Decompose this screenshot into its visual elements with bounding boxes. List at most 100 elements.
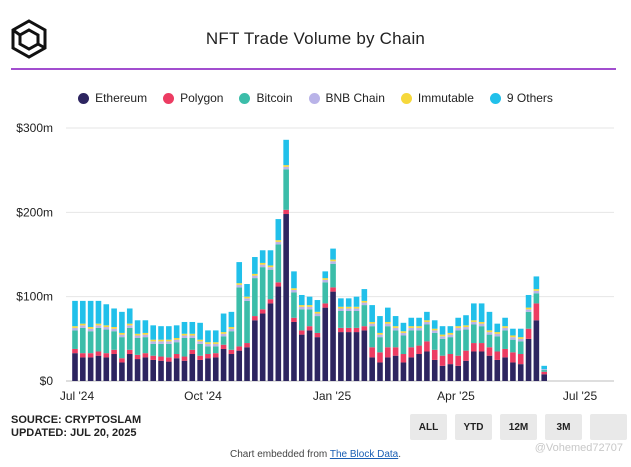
bar-segment-ethereum[interactable]: [447, 364, 454, 381]
bar-segment-immutable[interactable]: [181, 333, 188, 336]
bar-segment-immutable[interactable]: [150, 339, 156, 342]
bar-segment-9-others[interactable]: [259, 250, 266, 263]
bar-segment-polygon[interactable]: [150, 355, 156, 360]
bar-segment-ethereum[interactable]: [119, 362, 125, 381]
bar-segment-bnb-chain[interactable]: [205, 343, 211, 347]
bar-segment-ethereum[interactable]: [150, 359, 156, 381]
bar-segment-bnb-chain[interactable]: [408, 327, 415, 331]
bar-segment-bitcoin[interactable]: [510, 339, 516, 353]
bar-segment-ethereum[interactable]: [471, 351, 477, 381]
bar-segment-bitcoin[interactable]: [142, 337, 149, 354]
bar-segment-9-others[interactable]: [142, 320, 149, 333]
bar-segment-9-others[interactable]: [338, 298, 344, 307]
bar-segment-immutable[interactable]: [173, 337, 180, 340]
bar-segment-bnb-chain[interactable]: [298, 306, 305, 310]
bar-segment-ethereum[interactable]: [252, 320, 258, 381]
bar-segment-bitcoin[interactable]: [244, 300, 250, 344]
bar-segment-bitcoin[interactable]: [259, 267, 266, 310]
bar-segment-bitcoin[interactable]: [502, 330, 508, 349]
bar-segment-immutable[interactable]: [228, 327, 235, 329]
bar-segment-ethereum[interactable]: [385, 357, 391, 381]
bar-segment-polygon[interactable]: [291, 317, 297, 322]
bar-segment-ethereum[interactable]: [478, 351, 485, 381]
bar-segment-immutable[interactable]: [252, 273, 258, 276]
bar-segment-bitcoin[interactable]: [166, 343, 172, 358]
bar-segment-bnb-chain[interactable]: [95, 325, 102, 328]
bar-segment-immutable[interactable]: [306, 305, 313, 307]
bar-segment-immutable[interactable]: [111, 327, 117, 329]
bar-segment-bnb-chain[interactable]: [275, 241, 282, 245]
bar-segment-immutable[interactable]: [338, 306, 344, 309]
bar-segment-bitcoin[interactable]: [275, 244, 282, 283]
bar-segment-bitcoin[interactable]: [181, 337, 188, 357]
bar-segment-ethereum[interactable]: [541, 374, 547, 381]
bar-segment-bnb-chain[interactable]: [447, 334, 454, 338]
legend-item-ethereum[interactable]: Ethereum: [78, 91, 147, 105]
bar-segment-bnb-chain[interactable]: [103, 327, 110, 330]
bar-segment-polygon[interactable]: [345, 327, 352, 333]
bar-segment-ethereum[interactable]: [142, 357, 149, 381]
bar-segment-9-others[interactable]: [447, 326, 454, 333]
bar-segment-ethereum[interactable]: [322, 307, 329, 381]
bar-segment-bitcoin[interactable]: [220, 336, 227, 345]
bar-segment-bnb-chain[interactable]: [166, 341, 172, 344]
bar-segment-immutable[interactable]: [158, 339, 164, 342]
bar-segment-bitcoin[interactable]: [455, 330, 461, 356]
bar-segment-9-others[interactable]: [377, 316, 383, 333]
bar-segment-polygon[interactable]: [126, 349, 133, 355]
bar-segment-immutable[interactable]: [424, 320, 430, 322]
bar-segment-9-others[interactable]: [345, 298, 352, 307]
bar-segment-9-others[interactable]: [189, 321, 196, 334]
bar-segment-polygon[interactable]: [252, 316, 258, 321]
bar-segment-9-others[interactable]: [212, 330, 219, 343]
bar-segment-ethereum[interactable]: [259, 313, 266, 381]
bar-segment-polygon[interactable]: [212, 353, 219, 358]
bar-segment-bitcoin[interactable]: [189, 337, 196, 350]
bar-segment-ethereum[interactable]: [439, 365, 446, 381]
bar-segment-polygon[interactable]: [322, 303, 329, 308]
bar-segment-ethereum[interactable]: [212, 357, 219, 381]
bar-segment-9-others[interactable]: [541, 365, 547, 370]
bar-segment-polygon[interactable]: [103, 353, 110, 358]
bar-segment-9-others[interactable]: [291, 271, 297, 289]
bar-segment-ethereum[interactable]: [306, 330, 313, 381]
bar-segment-polygon[interactable]: [541, 371, 547, 375]
bar-segment-polygon[interactable]: [447, 354, 454, 365]
bar-segment-polygon[interactable]: [330, 287, 336, 292]
bar-segment-ethereum[interactable]: [431, 359, 438, 381]
bar-segment-9-others[interactable]: [486, 311, 493, 331]
bar-segment-bitcoin[interactable]: [377, 337, 383, 353]
bar-segment-bnb-chain[interactable]: [471, 321, 477, 325]
bar-segment-ethereum[interactable]: [166, 361, 172, 381]
bar-segment-9-others[interactable]: [408, 317, 415, 327]
bar-segment-9-others[interactable]: [173, 325, 180, 338]
bar-segment-9-others[interactable]: [424, 311, 430, 321]
bar-segment-ethereum[interactable]: [173, 358, 180, 381]
bar-segment-polygon[interactable]: [517, 354, 524, 365]
bar-segment-polygon[interactable]: [424, 341, 430, 352]
bar-segment-polygon[interactable]: [400, 354, 407, 363]
bar-segment-polygon[interactable]: [275, 282, 282, 287]
bar-segment-immutable[interactable]: [525, 307, 532, 310]
bar-segment-ethereum[interactable]: [275, 286, 282, 381]
bar-segment-immutable[interactable]: [236, 283, 243, 285]
bar-segment-polygon[interactable]: [111, 349, 117, 355]
bar-segment-bnb-chain[interactable]: [478, 323, 485, 327]
bar-segment-polygon[interactable]: [431, 349, 438, 360]
bar-segment-polygon[interactable]: [87, 353, 94, 358]
bar-segment-bnb-chain[interactable]: [142, 334, 149, 338]
bar-segment-polygon[interactable]: [228, 349, 235, 355]
bar-segment-bitcoin[interactable]: [533, 293, 540, 304]
bar-segment-bitcoin[interactable]: [447, 337, 454, 355]
bar-segment-9-others[interactable]: [197, 322, 203, 340]
bar-segment-polygon[interactable]: [158, 356, 164, 361]
bar-segment-polygon[interactable]: [314, 332, 321, 338]
range-all-button[interactable]: ALL: [410, 414, 447, 440]
bar-segment-bitcoin[interactable]: [111, 331, 117, 350]
bar-segment-bitcoin[interactable]: [205, 346, 211, 355]
bar-segment-9-others[interactable]: [322, 271, 329, 279]
bar-segment-ethereum[interactable]: [205, 358, 211, 381]
bar-segment-bnb-chain[interactable]: [228, 328, 235, 332]
bar-segment-polygon[interactable]: [236, 346, 243, 351]
bar-segment-bnb-chain[interactable]: [173, 339, 180, 343]
